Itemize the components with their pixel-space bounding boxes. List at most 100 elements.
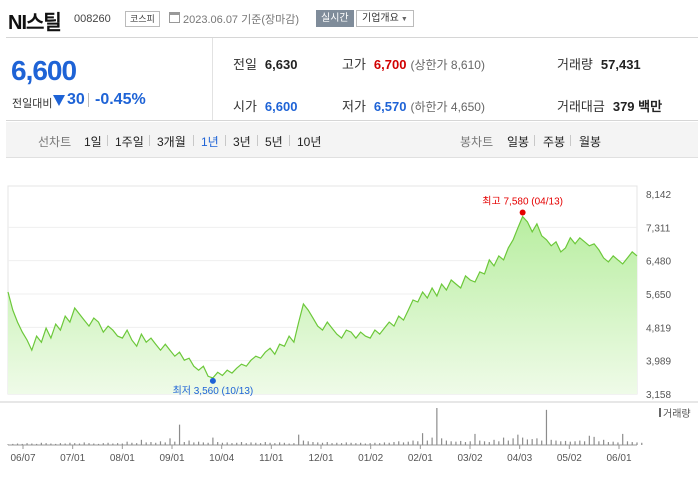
volume-bar	[364, 443, 366, 445]
volume-bar	[441, 438, 443, 445]
volume-bar	[264, 442, 266, 445]
volume-bar	[398, 441, 400, 445]
volume-bar	[83, 442, 85, 445]
x-tick-label: 10/04	[209, 453, 234, 464]
volume-bar	[464, 442, 467, 445]
candle-chart-label: 봉차트	[460, 135, 494, 149]
company-overview-label: 기업개요	[362, 13, 399, 24]
volume-bar	[407, 441, 409, 445]
candle-monthly[interactable]: 월봉	[579, 135, 602, 149]
low-marker	[209, 377, 216, 384]
high-marker	[519, 209, 526, 216]
volume-bar	[307, 441, 309, 445]
stat-label: 거래량	[557, 57, 593, 72]
stat-label: 시가	[233, 99, 257, 114]
stat-value: 57,431	[600, 57, 641, 72]
volume-bar	[64, 443, 66, 445]
volume-bar	[35, 443, 38, 445]
period-3m[interactable]: 3개월	[157, 135, 186, 149]
volume-bar	[583, 441, 586, 445]
volume-bar	[102, 443, 104, 445]
volume-bar	[245, 443, 247, 445]
calendar-icon	[169, 12, 180, 23]
period-3y[interactable]: 3년	[233, 135, 251, 149]
volume-bar	[274, 443, 276, 445]
volume-bar	[40, 442, 42, 445]
volume-bar	[502, 437, 505, 445]
summary-divider	[212, 38, 213, 120]
stat-value: 6,570	[373, 99, 407, 114]
volume-bar	[517, 434, 519, 445]
stat-label: 거래대금	[557, 99, 605, 114]
volume-bar	[164, 442, 166, 445]
price-chart: 최고 7,580 (04/13) 최저 3,560 (10/13) 거래량 8,1…	[0, 158, 698, 479]
stat-low: 저가 6,570 (하한가 4,650)	[342, 96, 485, 115]
volume-bar	[226, 442, 228, 445]
volume-bar	[369, 443, 371, 445]
volume-bar	[622, 433, 624, 445]
volume-bar	[603, 439, 605, 445]
volume-bar	[26, 443, 28, 445]
volume-bar	[641, 442, 643, 445]
stat-high: 고가 6,700 (상한가 8,610)	[342, 54, 485, 73]
x-tick-label: 08/01	[110, 453, 135, 464]
period-5y[interactable]: 5년	[265, 135, 283, 149]
volume-bar	[121, 443, 123, 445]
volume-bar	[236, 442, 238, 445]
volume-bar	[460, 440, 462, 445]
stat-value: 6,600	[264, 99, 298, 114]
current-price: 6,600	[11, 55, 77, 86]
volume-bar	[279, 442, 281, 445]
period-1w[interactable]: 1주일	[115, 135, 144, 149]
volume-bar	[612, 441, 614, 445]
volume-bar	[183, 442, 185, 445]
candle-divider	[570, 135, 571, 146]
volume-bar	[598, 441, 600, 445]
candle-weekly[interactable]: 주봉	[543, 135, 566, 149]
y-tick-label: 4,819	[646, 323, 671, 334]
volume-bar	[50, 443, 52, 445]
company-overview-button[interactable]: 기업개요 ▼	[356, 10, 414, 27]
volume-bar	[560, 441, 562, 445]
volume-bar	[512, 438, 514, 445]
x-tick-label: 11/01	[259, 453, 284, 464]
x-tick-label: 02/01	[408, 453, 433, 464]
volume-bar	[12, 443, 14, 445]
volume-bar	[45, 443, 47, 445]
candle-divider	[534, 135, 535, 146]
volume-bar	[431, 437, 433, 445]
volume-bar	[74, 443, 76, 445]
volume-bar	[298, 434, 300, 445]
volume-bar	[302, 440, 305, 445]
stat-label: 전일	[233, 57, 257, 72]
volume-bar	[107, 442, 109, 445]
volume-bar	[174, 441, 176, 445]
volume-bar	[198, 441, 200, 445]
stat-sub: (상한가 8,610)	[410, 58, 485, 72]
realtime-button[interactable]: 실시간	[316, 10, 354, 27]
period-10y[interactable]: 10년	[297, 135, 322, 149]
stat-value: 379 백만	[612, 99, 663, 114]
volume-bar	[288, 443, 290, 445]
volume-bar	[607, 442, 610, 445]
volume-bar	[541, 440, 543, 445]
volume-bar	[617, 442, 619, 445]
candle-daily[interactable]: 일봉	[507, 135, 530, 149]
period-divider	[149, 135, 150, 146]
volume-bar	[593, 436, 595, 445]
volume-bar	[531, 439, 533, 445]
change-divider	[88, 93, 89, 107]
stat-prev-close: 전일 6,630	[233, 54, 297, 73]
period-1d[interactable]: 1일	[84, 135, 102, 149]
volume-bar	[507, 440, 509, 445]
x-tick-label: 12/01	[308, 453, 333, 464]
low-annotation: 최저 3,560 (10/13)	[173, 385, 254, 397]
volume-bar	[93, 443, 95, 445]
period-1y[interactable]: 1년	[201, 135, 219, 149]
y-tick-label: 5,650	[646, 290, 671, 301]
volume-bar	[421, 433, 424, 445]
volume-bar	[455, 441, 457, 445]
volume-bar	[16, 443, 19, 445]
stock-name: NI스틸	[8, 12, 62, 34]
volume-legend-icon	[659, 408, 661, 417]
